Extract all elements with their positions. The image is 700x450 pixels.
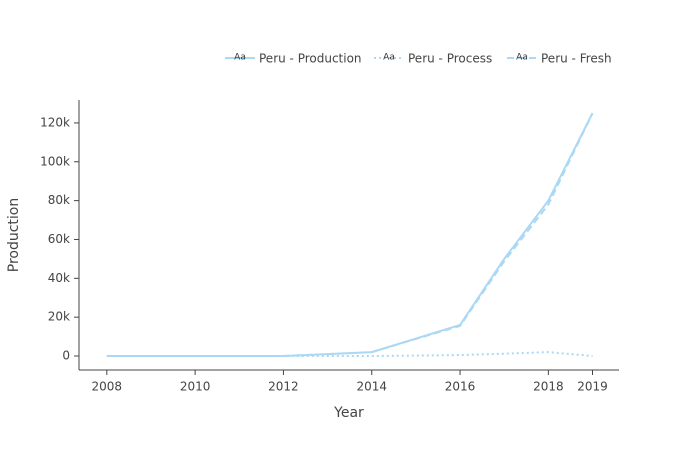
y-tick-label: 40k (48, 271, 70, 285)
x-tick-label: 2008 (92, 380, 123, 394)
legend-label: Peru - Fresh (541, 52, 612, 66)
x-tick-label: 2014 (356, 380, 387, 394)
x-tick-label: 2012 (268, 380, 299, 394)
legend-symbol: Aa (383, 53, 395, 63)
x-tick-label: 2010 (180, 380, 211, 394)
legend-symbol: Aa (516, 53, 528, 63)
y-tick-label: 120k (40, 115, 70, 129)
y-tick-label: 20k (48, 310, 70, 324)
y-tick-label: 60k (48, 232, 70, 246)
y-tick-label: 100k (40, 154, 70, 168)
legend-symbol: Aa (234, 53, 246, 63)
x-tick-label: 2016 (445, 380, 476, 394)
series-line (106, 112, 594, 358)
x-axis-title: Year (333, 405, 364, 421)
legend-label: Peru - Production (259, 52, 362, 66)
series-line (106, 112, 594, 358)
y-tick-label: 0 (62, 349, 70, 363)
legend-label: Peru - Process (408, 52, 492, 66)
x-tick-label: 2019 (577, 380, 608, 394)
y-axis-title: Production (6, 198, 22, 272)
x-tick-label: 2018 (533, 380, 564, 394)
y-tick-label: 80k (48, 193, 70, 207)
